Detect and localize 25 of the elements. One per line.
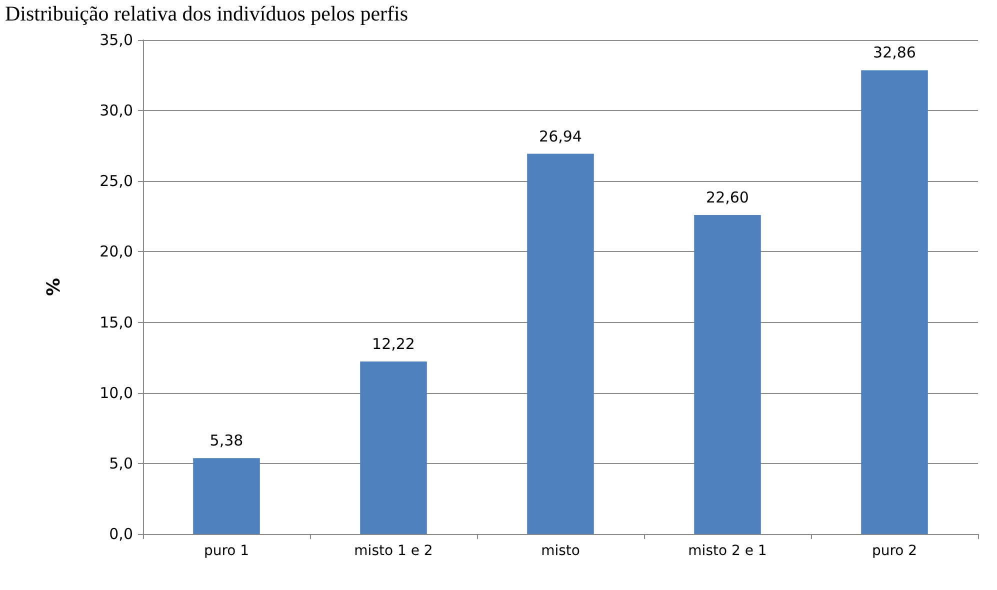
y-tick-label: 25,0 [100,172,133,190]
y-tick-label: 20,0 [100,242,133,261]
data-label: 22,60 [706,188,749,207]
data-label: 12,22 [372,335,415,354]
bar [360,362,427,534]
x-tick-label: puro 2 [872,543,918,559]
bar [527,154,594,534]
x-tick-label: misto 1 e 2 [354,543,433,559]
y-tick-label: 30,0 [100,102,133,120]
y-axis-title: % [44,278,64,296]
y-tick-label: 10,0 [100,384,133,402]
chart-title: Distribuição relativa dos indivíduos pelos perfis [5,2,408,26]
y-tick-label: 0,0 [109,525,133,543]
y-tick-label: 5,0 [109,454,133,472]
y-tick-label: 15,0 [100,313,133,332]
data-label: 5,38 [210,432,244,450]
x-tick-label: puro 1 [204,543,250,559]
x-tick-label: misto [541,543,580,559]
bar [861,70,928,534]
bar [694,215,761,534]
y-tick-label: 35,0 [100,31,133,49]
data-label: 32,86 [873,44,916,62]
data-label: 26,94 [539,127,582,146]
bar [193,458,260,534]
x-tick-label: misto 2 e 1 [688,543,767,559]
